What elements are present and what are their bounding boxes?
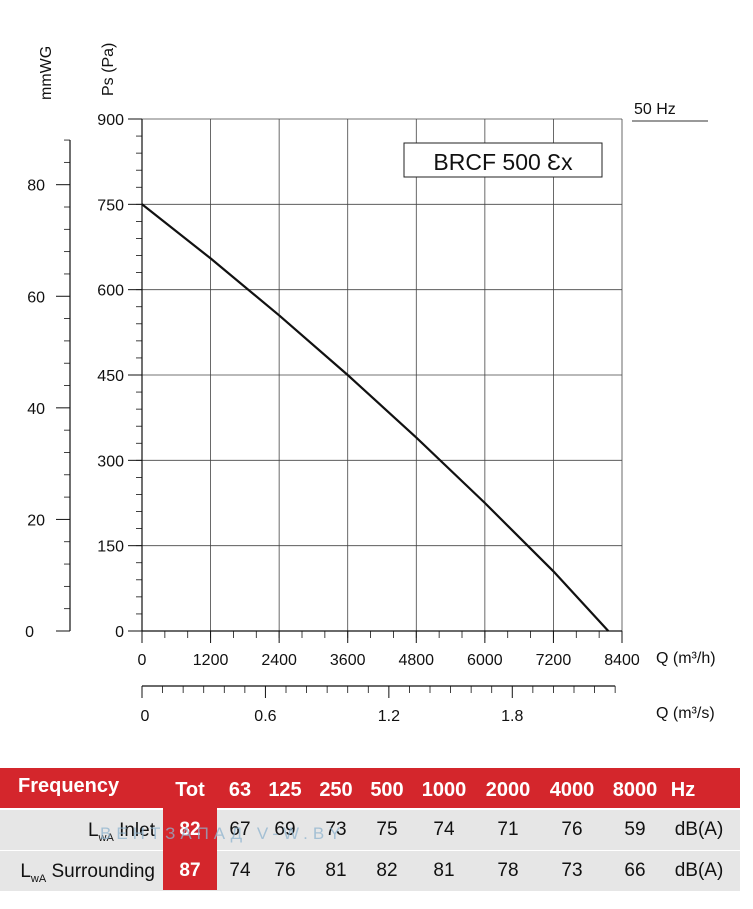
value-inlet-4000: 76 bbox=[561, 819, 583, 840]
x-tick-label: 8400 bbox=[604, 652, 640, 669]
header-250: 250 bbox=[319, 779, 353, 801]
header-125: 125 bbox=[268, 779, 302, 801]
secondary-tick-label: 0.6 bbox=[254, 708, 276, 725]
y-tick-label: 300 bbox=[97, 453, 124, 470]
x-axis-label-secondary: Q (m³/s) bbox=[656, 705, 715, 722]
watermark: ВЕНТЗАПАД V-W.BY bbox=[100, 824, 346, 843]
value-surrounding-2000: 78 bbox=[497, 860, 519, 881]
header-4000: 4000 bbox=[549, 779, 595, 801]
x-tick-label: 1200 bbox=[193, 652, 229, 669]
table-row-inlet: LwA Inlet bbox=[0, 810, 740, 850]
header-500: 500 bbox=[370, 779, 404, 801]
chart-grid bbox=[142, 118, 623, 631]
tot-column-highlight bbox=[163, 808, 217, 890]
secondary-tick-label: 0 bbox=[141, 708, 150, 725]
x-tick-label: 7200 bbox=[536, 652, 572, 669]
chart-title: BRCF 500 Ɛx bbox=[433, 149, 573, 175]
value-surrounding-tot: 87 bbox=[179, 860, 201, 881]
x-tick-label: 4800 bbox=[398, 652, 434, 669]
y-tick-label: 600 bbox=[97, 283, 124, 300]
header-1000: 1000 bbox=[421, 779, 467, 801]
value-inlet-unit: dB(A) bbox=[674, 819, 724, 840]
value-inlet-125: 69 bbox=[274, 819, 296, 840]
header-2000: 2000 bbox=[485, 779, 531, 801]
mmwg-tick-label: 40 bbox=[27, 401, 45, 418]
mmwg-tick-label: 20 bbox=[27, 512, 45, 529]
x-axis-label: Q (m³/h) bbox=[656, 650, 716, 667]
table-row-surrounding: LwA Surrounding bbox=[0, 851, 740, 891]
y-tick-label: 150 bbox=[97, 539, 124, 556]
header-8000: 8000 bbox=[612, 779, 658, 801]
value-inlet-500: 75 bbox=[376, 819, 398, 840]
title-box bbox=[403, 142, 603, 178]
value-surrounding-125: 76 bbox=[274, 860, 296, 881]
secondary-tick-label: 1.2 bbox=[378, 708, 400, 725]
value-inlet-1000: 74 bbox=[433, 819, 455, 840]
x-tick-label: 6000 bbox=[467, 652, 503, 669]
mmwg-tick-label: 0 bbox=[25, 624, 34, 641]
x-tick-label: 3600 bbox=[330, 652, 366, 669]
x-tick-label: 0 bbox=[138, 652, 147, 669]
value-surrounding-1000: 81 bbox=[433, 860, 455, 881]
value-surrounding-8000: 66 bbox=[624, 860, 646, 881]
mmwg-tick-label: 80 bbox=[27, 178, 45, 195]
x-tick-label: 2400 bbox=[261, 652, 297, 669]
value-inlet-tot: 82 bbox=[179, 819, 201, 840]
row-label-surrounding: LwA Surrounding bbox=[20, 861, 155, 885]
y-tick-label: 450 bbox=[97, 368, 124, 385]
y-axis-label-mmwg: mmWG bbox=[38, 46, 55, 100]
value-inlet-2000: 71 bbox=[497, 819, 519, 840]
series-line bbox=[141, 203, 610, 632]
chart-curve bbox=[141, 203, 610, 632]
y-tick-label: 0 bbox=[115, 624, 124, 641]
value-surrounding-unit: dB(A) bbox=[674, 860, 724, 881]
value-inlet-8000: 59 bbox=[624, 819, 646, 840]
chart-axes bbox=[56, 118, 623, 698]
value-inlet-250: 73 bbox=[325, 819, 347, 840]
secondary-tick-label: 1.8 bbox=[501, 708, 523, 725]
y-tick-label: 900 bbox=[97, 112, 124, 129]
header-tot: Tot bbox=[175, 779, 205, 801]
value-surrounding-4000: 73 bbox=[561, 860, 583, 881]
frequency-label: 50 Hz bbox=[634, 101, 676, 118]
mmwg-tick-label: 60 bbox=[27, 289, 45, 306]
row-label-inlet: LwA Inlet bbox=[87, 820, 155, 844]
value-inlet-63: 67 bbox=[229, 819, 251, 840]
value-surrounding-63: 74 bbox=[229, 860, 251, 881]
value-surrounding-250: 81 bbox=[325, 860, 347, 881]
y-axis-label-pa: Ps (Pa) bbox=[100, 43, 117, 96]
table-header: Frequency Tot 63 125 250 500 1000 2000 4… bbox=[0, 768, 740, 808]
y-tick-label: 750 bbox=[97, 197, 124, 214]
value-surrounding-500: 82 bbox=[376, 860, 398, 881]
header-hz: Hz bbox=[670, 779, 696, 801]
header-63: 63 bbox=[228, 779, 252, 801]
header-frequency: Frequency bbox=[18, 775, 120, 797]
